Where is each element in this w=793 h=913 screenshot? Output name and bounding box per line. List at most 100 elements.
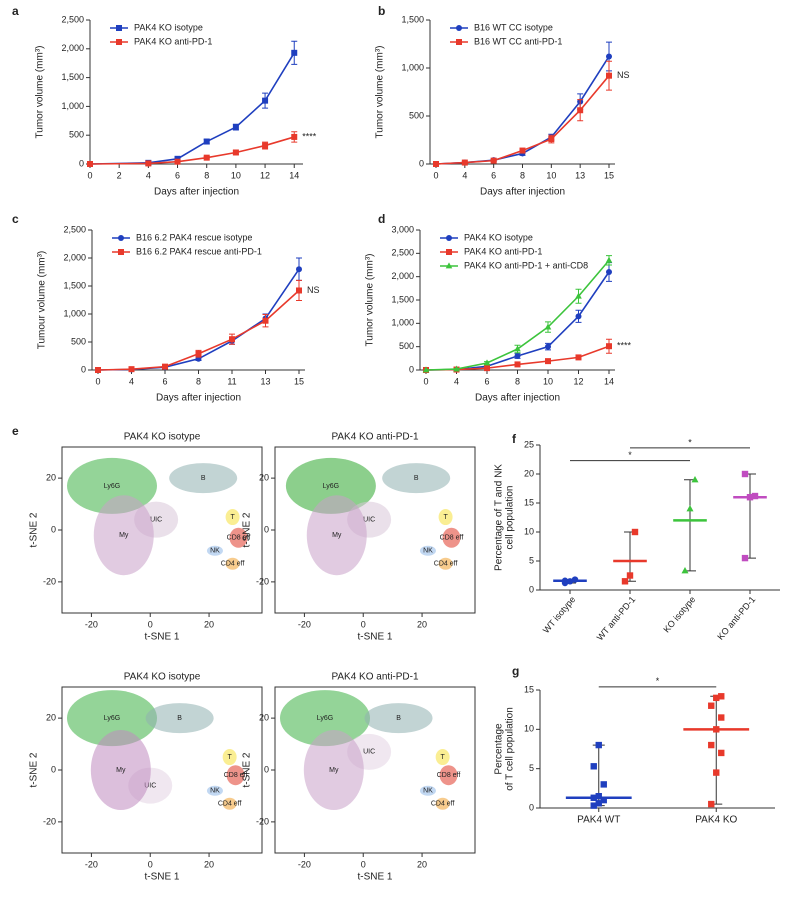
panel-label: a — [12, 4, 19, 18]
cluster-label: NK — [423, 788, 433, 795]
data-point — [708, 741, 715, 749]
y-axis-label: t-SNE 2 — [242, 752, 253, 787]
y-tick-label: 0 — [264, 764, 269, 774]
x-tick-label: 4 — [146, 170, 151, 180]
data-point — [195, 350, 202, 357]
cluster-label: CD8 eff — [440, 535, 464, 542]
data-point — [575, 292, 582, 299]
data-point — [262, 142, 269, 149]
cluster-label: T — [228, 754, 233, 761]
x-tick-label: 0 — [87, 170, 92, 180]
data-point — [203, 154, 210, 161]
legend-marker — [445, 262, 453, 269]
cluster-label: UIC — [363, 516, 375, 523]
data-point — [595, 800, 602, 807]
data-point — [606, 53, 612, 60]
data-point — [713, 769, 720, 776]
cluster-label: Ly6G — [317, 715, 333, 722]
y-tick-label: 0 — [81, 364, 86, 374]
x-tick-label: 4 — [129, 376, 134, 386]
panel-label: c — [12, 212, 19, 226]
data-point — [686, 504, 694, 512]
y-tick-label: 0 — [51, 524, 56, 534]
y-axis-label: Percentage — [494, 723, 505, 775]
legend-marker — [456, 25, 462, 31]
significance-label: * — [656, 676, 660, 686]
legend-label: B16 6.2 PAK4 rescue anti-PD-1 — [136, 246, 262, 256]
legend-label: B16 WT CC isotype — [474, 22, 553, 32]
y-tick-label: 1,000 — [401, 62, 424, 72]
data-point — [713, 694, 720, 702]
y-tick-label: -20 — [43, 816, 56, 826]
x-tick-label: WT isotype — [541, 594, 577, 635]
panel-label: e — [12, 424, 19, 438]
x-tick-label: 12 — [260, 170, 270, 180]
x-tick-label: 6 — [484, 376, 489, 386]
data-point — [262, 317, 269, 324]
x-tick-label: 0 — [433, 170, 438, 180]
data-point — [606, 343, 612, 350]
cluster-label: UIC — [150, 516, 162, 523]
y-tick-label: -20 — [43, 576, 56, 586]
x-tick-label: 15 — [604, 170, 614, 180]
cluster-label: B — [177, 715, 182, 722]
y-axis-label: Tumor volume (mm³) — [365, 254, 376, 347]
y-axis-label: of T cell population — [505, 707, 516, 791]
data-point — [483, 359, 491, 366]
x-axis-label: Days after injection — [480, 187, 565, 198]
legend-marker — [116, 25, 122, 31]
data-point — [461, 159, 468, 166]
cell-cluster — [442, 527, 461, 548]
data-point — [631, 528, 639, 536]
cluster-label: T — [443, 514, 448, 521]
x-axis-label: Days after injection — [154, 187, 239, 198]
plot-title: PAK4 KO isotype — [124, 672, 201, 683]
y-tick-label: 0 — [79, 158, 84, 168]
x-tick-label: 8 — [520, 170, 525, 180]
y-tick-label: 25 — [524, 439, 534, 449]
y-tick-label: 15 — [524, 497, 534, 507]
cluster-label: CD8 eff — [227, 535, 251, 542]
y-tick-label: 500 — [69, 130, 84, 140]
cell-cluster — [382, 463, 451, 494]
x-tick-label: 4 — [462, 170, 467, 180]
annotation: NS — [307, 285, 320, 295]
cluster-label: My — [332, 532, 342, 539]
cell-cluster — [67, 690, 157, 747]
cluster-label: My — [116, 767, 126, 774]
y-tick-label: 20 — [259, 713, 269, 723]
y-axis-label: Tumour volume (mm³) — [37, 251, 48, 350]
y-tick-label: 500 — [71, 336, 86, 346]
cluster-label: CD4 eff — [221, 561, 245, 568]
data-point — [232, 124, 239, 131]
x-axis-label: t-SNE 1 — [357, 632, 392, 643]
panel-label: b — [378, 4, 385, 18]
x-tick-label: 0 — [148, 619, 153, 629]
x-tick-label: 0 — [148, 859, 153, 869]
cell-cluster — [145, 703, 214, 734]
data-point — [600, 781, 607, 788]
cluster-label: Ly6G — [104, 483, 120, 490]
x-axis-label: Days after injection — [156, 393, 241, 404]
cell-cluster — [280, 690, 370, 747]
cell-cluster — [439, 765, 458, 786]
data-point — [595, 793, 602, 800]
y-tick-label: 20 — [259, 473, 269, 483]
y-tick-label: 0 — [419, 158, 424, 168]
data-point — [605, 256, 613, 263]
whisker — [684, 479, 696, 572]
x-tick-label: 20 — [204, 619, 214, 629]
panel-label: d — [378, 212, 385, 226]
data-point — [575, 354, 582, 361]
data-point — [708, 800, 715, 808]
y-tick-label: 0 — [264, 524, 269, 534]
cluster-label: UIC — [144, 782, 156, 789]
y-tick-label: 15 — [524, 684, 534, 694]
x-tick-label: 12 — [573, 376, 583, 386]
y-tick-label: 1,500 — [391, 294, 414, 304]
cell-cluster — [206, 545, 223, 556]
legend-label: PAK4 KO isotype — [134, 22, 203, 32]
plot-title: PAK4 KO anti-PD-1 — [331, 672, 419, 683]
data-point — [595, 741, 602, 749]
cell-cluster — [303, 730, 364, 810]
